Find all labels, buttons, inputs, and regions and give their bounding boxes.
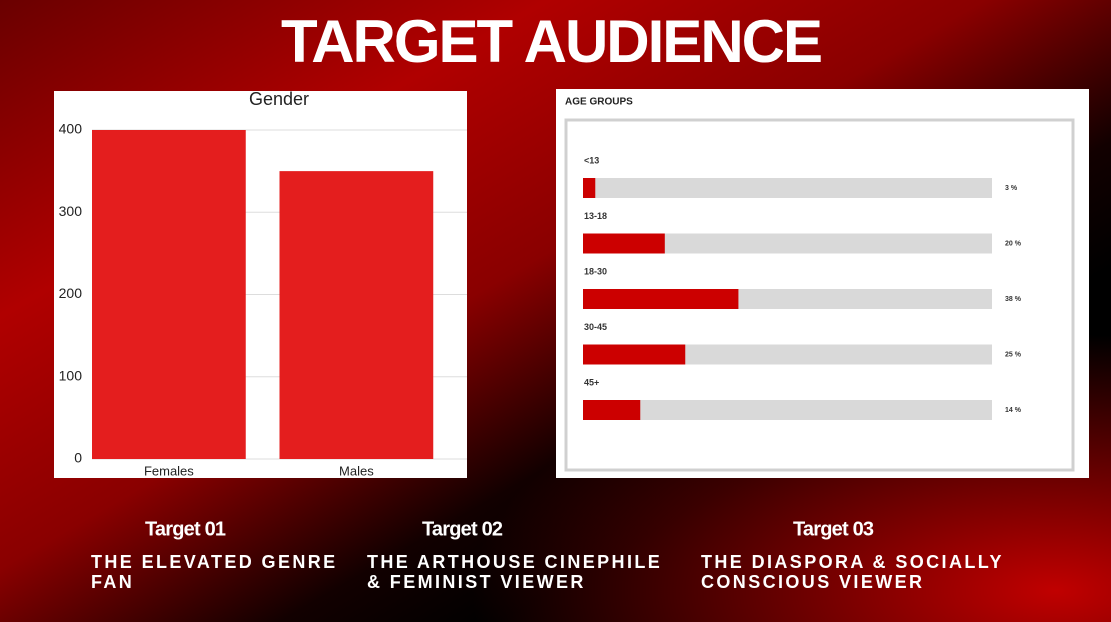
target-label: Target 03 bbox=[793, 518, 874, 540]
bar-track bbox=[583, 400, 992, 420]
slide-title: TARGET AUDIENCE bbox=[281, 8, 821, 75]
bar bbox=[583, 178, 596, 198]
category-label: 13-18 bbox=[584, 211, 607, 221]
category-label: 18-30 bbox=[584, 266, 607, 276]
age-inner-frame bbox=[564, 118, 1075, 472]
chart-title: AGE GROUPS bbox=[565, 97, 633, 108]
target-label: Target 02 bbox=[422, 518, 503, 540]
value-label: 20 % bbox=[1005, 240, 1022, 247]
x-tick-label: Males bbox=[339, 463, 374, 478]
chart-title: Gender bbox=[249, 89, 309, 109]
bar bbox=[92, 130, 246, 459]
value-label: 25 % bbox=[1005, 351, 1022, 358]
y-tick-label: 100 bbox=[59, 367, 83, 383]
bar bbox=[583, 289, 739, 309]
target-label: Target 01 bbox=[145, 518, 226, 540]
bar-track bbox=[583, 233, 992, 254]
target-description: THE ARTHOUSE CINEPHILE & FEMINIST VIEWER bbox=[367, 552, 663, 592]
category-label: 45+ bbox=[584, 377, 599, 387]
target-description: THE DIASPORA & SOCIALLY CONSCIOUS VIEWER bbox=[701, 552, 1004, 592]
bar bbox=[583, 344, 686, 365]
bar bbox=[583, 233, 665, 254]
value-label: 14 % bbox=[1005, 407, 1022, 414]
category-label: 30-45 bbox=[584, 322, 607, 332]
bar bbox=[279, 171, 434, 459]
bar-track bbox=[583, 178, 992, 198]
category-label: <13 bbox=[584, 155, 599, 165]
y-tick-label: 200 bbox=[59, 285, 83, 301]
y-tick-label: 300 bbox=[59, 203, 83, 219]
target-description: THE ELEVATED GENRE FAN bbox=[91, 552, 338, 592]
x-tick-label: Females bbox=[144, 463, 194, 478]
value-label: 38 % bbox=[1005, 296, 1022, 303]
y-tick-label: 400 bbox=[59, 121, 83, 137]
value-label: 3 % bbox=[1005, 185, 1018, 192]
y-tick-label: 0 bbox=[74, 450, 82, 466]
bar bbox=[583, 400, 641, 420]
